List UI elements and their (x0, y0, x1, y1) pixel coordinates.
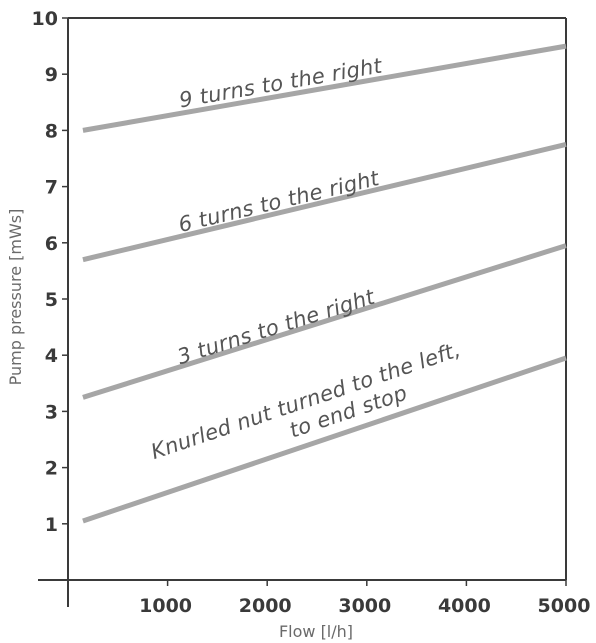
x-tick-label: 4000 (438, 595, 491, 617)
series-label-text: 6 turns to the right (176, 166, 382, 237)
y-tick-label: 4 (45, 345, 58, 367)
series-label-text: 3 turns to the right (174, 285, 378, 370)
y-tick-label: 6 (45, 233, 58, 255)
series-label-3: 3 turns to the right (174, 285, 378, 370)
ticks: 1 2 3 4 5 6 7 8 9 10 1000 2000 3000 4000 5000 (32, 8, 591, 617)
x-tick-label: 5000 (538, 595, 591, 617)
y-tick-label: 10 (32, 8, 58, 30)
y-tick-label: 2 (45, 458, 58, 480)
series-lines (82, 43, 567, 524)
series-line-4 (82, 355, 567, 524)
x-tick-label: 2000 (239, 595, 292, 617)
series-line-1 (82, 43, 567, 133)
y-tick-label: 1 (45, 514, 58, 536)
y-tick-label: 5 (45, 289, 58, 311)
y-axis-label: Pump pressure [mWs] (6, 209, 25, 386)
series-line-2 (82, 142, 567, 263)
y-tick-label: 7 (45, 177, 58, 199)
y-tick-label: 3 (45, 401, 58, 423)
y-tick-label: 9 (45, 64, 58, 86)
x-tick-label: 1000 (139, 595, 192, 617)
series-label-2: 6 turns to the right (176, 166, 382, 237)
x-axis-label: Flow [l/h] (279, 622, 353, 641)
series-line-3 (82, 243, 567, 400)
axes (38, 17, 567, 607)
y-tick-label: 8 (45, 120, 58, 142)
x-tick-label: 3000 (338, 595, 391, 617)
